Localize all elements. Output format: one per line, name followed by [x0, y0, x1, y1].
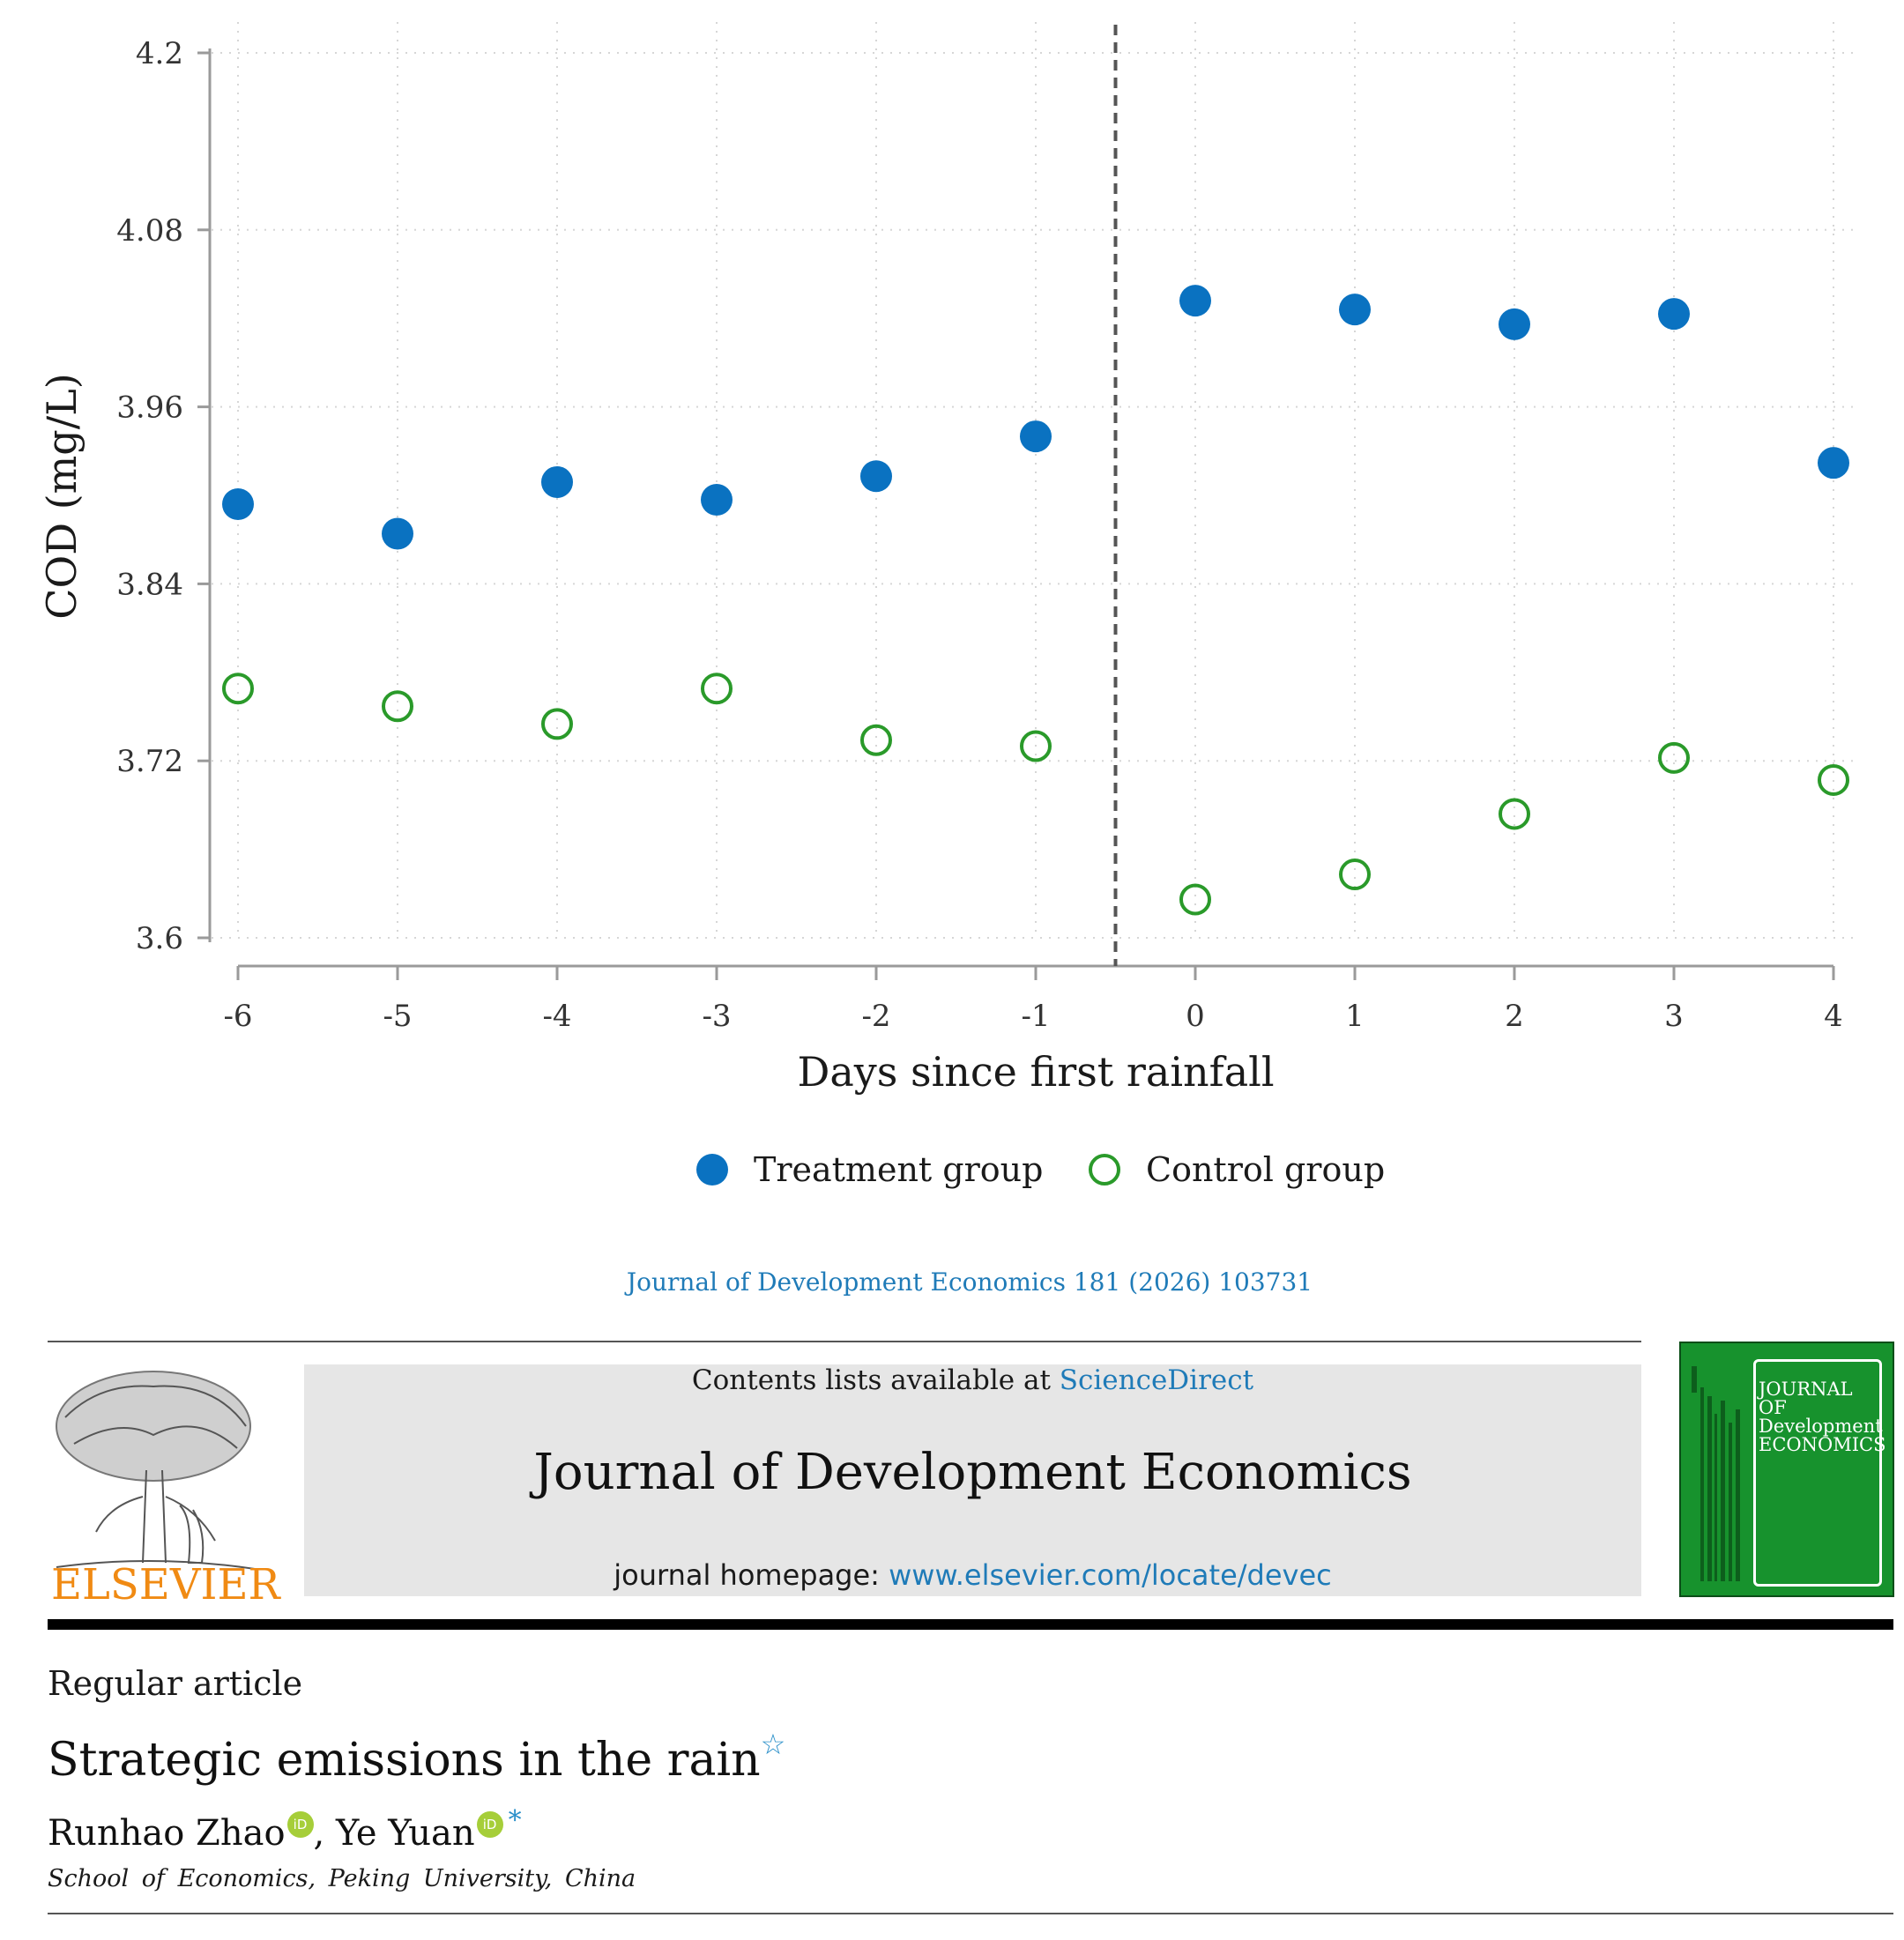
- journal-cover-thumbnail[interactable]: JOURNAL OF Development ECONOMICS: [1679, 1342, 1894, 1597]
- control-point: [541, 708, 573, 740]
- cover-pattern-icon: [1692, 1366, 1740, 1581]
- grid-lines: [212, 22, 1860, 939]
- contents-prefix: Contents lists available at: [691, 1364, 1060, 1396]
- author-list: Runhao Zhao iD, Ye Yuan iD *: [48, 1805, 522, 1854]
- legend-treatment-label: Treatment group: [754, 1150, 1043, 1189]
- legend-control-marker: [1089, 1154, 1120, 1186]
- data-points: [222, 285, 1849, 916]
- tick-labels: 3.6 3.72 3.84 3.96 4.08 4.2 -6 -5 -4 -3 -2 -1 0 1 2 3 4: [116, 36, 1843, 1034]
- cover-title-line: Development: [1759, 1416, 1883, 1437]
- control-point: [701, 673, 733, 705]
- cover-title: JOURNAL OF Development ECONOMICS: [1759, 1379, 1886, 1455]
- x-tick-label: -6: [223, 999, 252, 1034]
- control-point: [222, 673, 254, 705]
- legend-control-label: Control group: [1146, 1150, 1385, 1189]
- x-tick-label: 0: [1186, 999, 1205, 1034]
- x-tick-label: -5: [383, 999, 412, 1034]
- journal-homepage-link[interactable]: www.elsevier.com/locate/devec: [889, 1558, 1332, 1592]
- control-point: [1020, 730, 1052, 762]
- header-bottom-rule: [48, 1619, 1893, 1630]
- treatment-point: [382, 517, 413, 550]
- y-tick-label: 3.6: [136, 921, 183, 956]
- affiliation: School of Economics, Peking University, …: [48, 1865, 636, 1892]
- x-tick-label: -4: [542, 999, 571, 1034]
- section-rule: [48, 1913, 1893, 1914]
- cover-title-line: ECONOMICS: [1759, 1434, 1886, 1455]
- y-tick-label: 4.08: [116, 213, 183, 249]
- y-tick-label: 3.96: [116, 390, 183, 426]
- header-top-rule: [48, 1341, 1641, 1342]
- y-tick-label: 3.84: [116, 567, 183, 602]
- orcid-icon[interactable]: iD: [476, 1811, 503, 1838]
- contents-line: Contents lists available at ScienceDirec…: [304, 1364, 1641, 1396]
- article-title: Strategic emissions in the rain☆: [48, 1728, 785, 1787]
- homepage-prefix: journal homepage:: [614, 1558, 889, 1592]
- cover-title-line: JOURNAL OF: [1759, 1379, 1853, 1418]
- title-footnote-star-icon[interactable]: ☆: [760, 1728, 786, 1761]
- treatment-point: [860, 460, 892, 493]
- cover-frame: [1753, 1359, 1882, 1587]
- control-point: [382, 690, 413, 723]
- x-tick-label: 4: [1824, 999, 1843, 1034]
- control-point: [1658, 741, 1690, 774]
- x-tick-label: 2: [1505, 999, 1524, 1034]
- legend: Treatment group Control group: [696, 1150, 1385, 1189]
- treatment-point: [701, 484, 733, 517]
- x-axis-title: Days since first rainfall: [797, 1048, 1274, 1096]
- article-title-text: Strategic emissions in the rain: [48, 1734, 761, 1787]
- axes: [197, 48, 1835, 980]
- homepage-line: journal homepage: www.elsevier.com/locat…: [304, 1558, 1641, 1592]
- treatment-point: [1020, 420, 1052, 453]
- control-point: [860, 724, 892, 756]
- elsevier-wordmark[interactable]: ELSEVIER: [51, 1560, 280, 1609]
- x-tick-label: 3: [1664, 999, 1684, 1034]
- x-tick-label: -2: [861, 999, 890, 1034]
- journal-name: Journal of Development Economics: [533, 1444, 1412, 1501]
- treatment-point: [222, 488, 254, 521]
- orcid-icon[interactable]: iD: [286, 1811, 314, 1838]
- x-tick-label: -1: [1021, 999, 1050, 1034]
- treatment-point: [1658, 298, 1690, 331]
- treatment-point: [1818, 447, 1849, 479]
- x-tick-label: 1: [1345, 999, 1365, 1034]
- author-separator: ,: [313, 1813, 336, 1854]
- x-tick-label: -3: [702, 999, 731, 1034]
- control-point: [1339, 859, 1371, 891]
- y-axis-title: COD (mg/L): [38, 373, 86, 619]
- journal-citation[interactable]: Journal of Development Economics 181 (20…: [626, 1267, 1313, 1297]
- legend-treatment-marker: [696, 1154, 728, 1186]
- treatment-point: [1179, 285, 1211, 317]
- control-point: [1818, 763, 1849, 796]
- treatment-point: [541, 465, 573, 498]
- treatment-point: [1339, 294, 1371, 326]
- author-name[interactable]: Runhao Zhao: [48, 1813, 286, 1854]
- y-tick-label: 4.2: [136, 36, 183, 71]
- control-point: [1179, 883, 1211, 916]
- elsevier-tree-logo-icon: [56, 1371, 256, 1570]
- scatter-chart: 3.63.723.843.964.084.2-6 -5 -4 -3 -2 -1 0 1 2 3 4 …: [38, 22, 1860, 1189]
- corresponding-author-mark[interactable]: *: [508, 1805, 522, 1836]
- y-tick-label: 3.72: [116, 744, 183, 779]
- article-type: Regular article: [48, 1664, 303, 1703]
- journal-banner: [304, 1364, 1641, 1596]
- treatment-point: [1499, 308, 1530, 340]
- author-name[interactable]: Ye Yuan: [335, 1813, 475, 1854]
- sciencedirect-link[interactable]: ScienceDirect: [1059, 1364, 1254, 1396]
- control-point: [1499, 798, 1530, 830]
